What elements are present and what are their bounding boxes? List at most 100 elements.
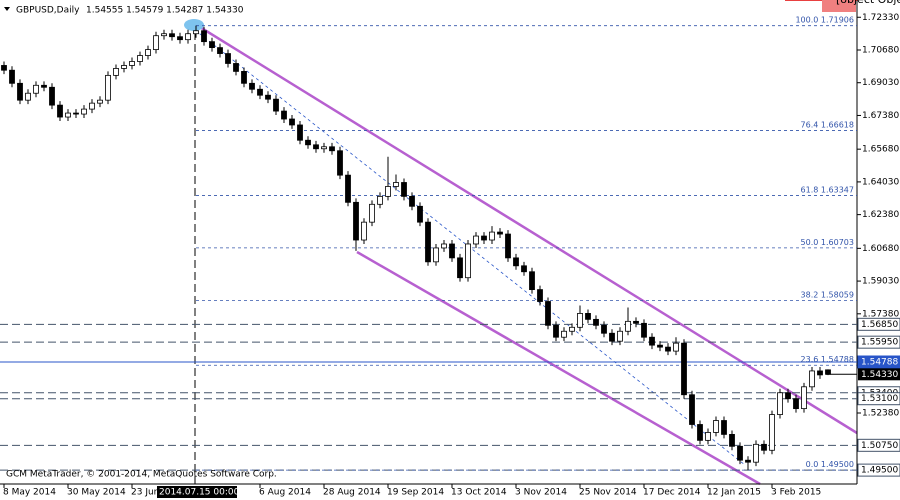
candle-body	[561, 330, 567, 338]
fib-label: 76.4 1.66618	[801, 120, 854, 129]
candle-body	[25, 92, 31, 101]
candle-body	[361, 221, 367, 241]
y-tick-label: 1.59030	[862, 277, 899, 287]
candle-body	[745, 459, 751, 463]
last-price-label: 1.54330	[861, 370, 898, 380]
candle-body	[713, 420, 719, 433]
level-box	[857, 463, 900, 477]
fib-price: 1.60703	[821, 237, 854, 246]
candle-body	[393, 182, 399, 187]
fib-price: 1.54788	[821, 355, 854, 364]
candle-body	[489, 231, 495, 241]
candle-body	[337, 150, 343, 176]
candle-body	[49, 86, 55, 106]
candle-body	[777, 392, 783, 415]
candle-body	[569, 326, 575, 332]
candle-body	[113, 68, 119, 76]
fib-price: 1.71906	[821, 15, 854, 24]
candle-body	[513, 257, 519, 267]
candle-body	[425, 221, 431, 263]
fib-price: 1.58059	[821, 290, 854, 299]
candle-body	[169, 33, 175, 38]
candle-body	[145, 49, 151, 56]
candle-body	[161, 33, 167, 37]
support-box	[822, 0, 856, 12]
candle-body	[289, 118, 295, 126]
fib-label: 61.8 1.63347	[801, 185, 854, 194]
candle-body	[553, 324, 559, 338]
candle-body	[545, 301, 551, 326]
y-tick-label: 1.57380	[862, 309, 899, 319]
candle-body	[401, 182, 407, 197]
candle-body	[641, 322, 647, 338]
candle-body	[769, 414, 775, 451]
candle-body	[681, 342, 687, 396]
candle-body	[753, 443, 759, 463]
candle-body	[617, 330, 623, 342]
candle-body	[273, 98, 279, 112]
candle-body	[737, 445, 743, 461]
fib-price: 1.66618	[821, 120, 854, 129]
candle-body	[521, 265, 527, 273]
candle-body	[721, 420, 727, 435]
y-tick-label: 1.65680	[862, 145, 899, 155]
x-tick-label: 8 May 2014	[3, 488, 56, 498]
last-price-box	[858, 368, 900, 381]
y-tick-label: 1.67380	[862, 111, 899, 121]
x-tick-label: 28 Aug 2014	[323, 488, 381, 498]
candle-body	[433, 247, 439, 263]
level-label: 1.54788	[861, 358, 898, 368]
menu-arrow[interactable]	[4, 7, 10, 11]
fib-level: 50.0	[801, 237, 819, 246]
crosshair-label: 2014.07.15 00:00	[159, 488, 240, 498]
candle-body	[729, 434, 735, 447]
candle-body	[89, 102, 95, 110]
candle-body	[689, 394, 695, 425]
candle-body	[585, 313, 591, 320]
candle-body	[577, 313, 583, 328]
candle-body	[761, 443, 767, 451]
candle-body	[385, 186, 391, 197]
fib-level: 23.6	[801, 355, 819, 364]
crosshair-box	[157, 486, 237, 498]
channel-upper	[194, 22, 858, 435]
candle-body	[129, 61, 135, 66]
candle-body	[321, 146, 327, 150]
fib-label: 0.0 1.49500	[806, 460, 854, 469]
candle-body	[57, 104, 63, 118]
level-label: 1.55950	[861, 338, 898, 348]
candle-body	[601, 324, 607, 334]
candle-body	[473, 235, 479, 245]
level-box	[857, 317, 900, 331]
candle-body	[417, 205, 423, 223]
candle-body	[801, 386, 807, 410]
candle-body	[313, 144, 319, 150]
candle-body	[793, 398, 799, 410]
candle-body	[9, 69, 15, 84]
level-label: 1.56850	[861, 320, 898, 330]
candle-body	[809, 370, 815, 388]
support-label: [object Object]	[836, 0, 900, 6]
x-tick-label: 3 Feb 2015	[771, 488, 821, 498]
candle-body	[505, 233, 511, 259]
fib-level: 61.8	[801, 185, 819, 194]
candle-body	[305, 139, 311, 146]
chart-title: GBPUSD,Daily	[16, 6, 80, 16]
candle-body	[449, 243, 455, 259]
candle-body	[377, 195, 383, 205]
candle-body	[225, 53, 231, 64]
level-label: 1.53100	[861, 394, 898, 404]
level-box	[857, 355, 900, 369]
x-tick-label: 13 Oct 2014	[451, 488, 507, 498]
x-tick-label: 17 Dec 2014	[643, 488, 701, 498]
x-tick-label: 30 May 2014	[67, 488, 126, 498]
footer: GCM MetaTrader, © 2001-2014, MetaQuotes …	[6, 470, 277, 480]
channel-lower	[356, 250, 761, 486]
candle-body	[409, 195, 415, 207]
level-label: 1.50750	[861, 441, 898, 451]
x-tick-label: 12 Jan 2015	[707, 488, 761, 498]
y-tick-label: 1.70680	[862, 45, 899, 55]
candle-body	[705, 432, 711, 441]
y-tick-label: 1.69030	[862, 78, 899, 88]
candle-body	[265, 94, 271, 100]
